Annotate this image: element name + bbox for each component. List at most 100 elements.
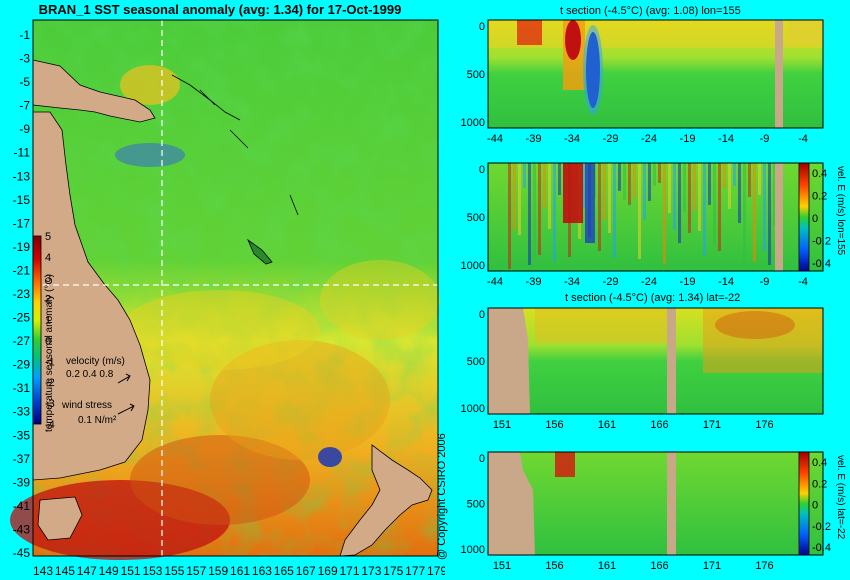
panel1-xtick: -14 [718, 133, 734, 145]
land-png [32, 59, 156, 123]
lon-tick-label: 169 [318, 564, 338, 578]
lat-tick-label: -9 [19, 122, 30, 136]
lon-tick-label: 159 [208, 564, 228, 578]
panel4-xtick: 166 [650, 560, 668, 572]
lon-tick-label: 161 [230, 564, 250, 578]
wind-legend-title: wind stress [62, 400, 113, 411]
lat-tick-label: -39 [13, 475, 31, 489]
land-australia [32, 111, 151, 481]
panel1-ytick: 1000 [461, 117, 485, 129]
map-colorbar-title: temperature seasonal anomaly (°C) [44, 274, 55, 432]
lat-tick-label: -33 [13, 405, 31, 419]
panel3-temp-section-lat-22 [487, 307, 824, 415]
panel1-xtick: -39 [526, 133, 542, 145]
wind-legend-value: 0.1 N/m² [78, 415, 117, 426]
map-colorbar-tick: 2 [45, 294, 51, 306]
panel2-xtick: -19 [680, 276, 696, 288]
map-colorbar-tick: 0 [45, 335, 51, 347]
map-colorbar-tick: 1 [45, 315, 51, 327]
velocity-legend-values: 0.2 0.4 0.8 [66, 369, 114, 380]
lon-tick-label: 165 [274, 564, 294, 578]
panel3-ytick: 500 [467, 356, 485, 368]
panel3-xtick: 151 [493, 419, 511, 431]
panel4-xtick: 151 [493, 560, 511, 572]
lat-tick-label: -41 [13, 499, 31, 513]
land-new-caledonia [247, 238, 273, 265]
land-tasmania [37, 496, 83, 541]
panel4-colorbar-tick: -0.2 [812, 521, 831, 533]
lon-tick-label: 163 [252, 564, 272, 578]
lat-tick-label: -37 [13, 452, 31, 466]
map-colorbar-tick: -1 [45, 356, 55, 368]
panel2-colorbar-tick: 0.2 [812, 191, 827, 203]
panel2-colorbar-label: vel. E (m/s) lon=155 [835, 166, 846, 256]
lon-tick-label: 173 [361, 564, 381, 578]
panel3-xtick: 171 [703, 419, 721, 431]
velocity-arrow-icon [117, 373, 131, 384]
panel1-xtick: -19 [680, 133, 696, 145]
lon-tick-label: 157 [186, 564, 206, 578]
lat-tick-label: -31 [13, 381, 31, 395]
lat-tick-label: -17 [13, 216, 31, 230]
map-colorbar-tick: -3 [45, 398, 55, 410]
panel2-vel-section-lon155 [487, 162, 824, 272]
lon-tick-label: 167 [296, 564, 316, 578]
panel4-colorbar-tick: -0.4 [812, 542, 831, 554]
panel3-xtick: 156 [545, 419, 563, 431]
panel4-xtick: 161 [598, 560, 616, 572]
lat-tick-label: -21 [13, 263, 31, 277]
panel2-colorbar [798, 162, 810, 272]
panel4-xtick: 171 [703, 560, 721, 572]
panel2-colorbar-tick: -0.4 [812, 258, 831, 270]
panel3-ytick: 0 [479, 309, 485, 321]
velocity-legend-title: velocity (m/s) [66, 356, 125, 367]
panel1-temp-section-lon155 [487, 19, 824, 129]
panel4-xtick: 176 [755, 560, 773, 572]
lon-tick-label: 147 [77, 564, 97, 578]
panel2-colorbar-tick: 0 [812, 213, 818, 225]
lon-tick-label: 143 [33, 564, 53, 578]
lat-tick-label: -1 [19, 28, 30, 42]
panel1-xtick: -4 [798, 133, 808, 145]
lat-tick-label: -35 [13, 428, 31, 442]
lon-tick-label: 175 [383, 564, 403, 578]
lat-tick-label: -19 [13, 240, 31, 254]
panel1-ytick: 500 [467, 69, 485, 81]
panel2-ytick: 500 [467, 212, 485, 224]
panel3-ytick: 1000 [461, 403, 485, 415]
panel2-xtick: -24 [641, 276, 657, 288]
lon-tick-label: 151 [121, 564, 141, 578]
panel4-ytick: 500 [467, 499, 485, 511]
panel2-xtick: -9 [760, 276, 770, 288]
panel4-colorbar-tick: 0 [812, 500, 818, 512]
lon-tick-label: 153 [142, 564, 162, 578]
panel4-colorbar [798, 451, 810, 556]
lon-tick-label: 171 [339, 564, 359, 578]
panel2-xtick: -14 [718, 276, 734, 288]
page-title: BRAN_1 SST seasonal anomaly (avg: 1.34) … [38, 2, 402, 17]
map-colorbar-tick: 3 [45, 273, 51, 285]
panel2-xtick: -29 [603, 276, 619, 288]
panel2-colorbar-tick: 0.4 [812, 168, 827, 180]
lat-tick-label: -11 [14, 146, 31, 160]
lat-tick-label: -27 [13, 334, 31, 348]
panel1-xtick: -34 [564, 133, 580, 145]
lat-tick-label: -25 [13, 311, 31, 325]
lat-tick-label: -23 [13, 287, 31, 301]
lat-tick-label: -15 [13, 193, 31, 207]
panel1-xtick: -29 [603, 133, 619, 145]
map-colorbar-tick: 4 [45, 252, 51, 264]
panel2-ytick: 1000 [461, 260, 485, 272]
panel1-xtick: -44 [487, 133, 503, 145]
panel1-xtick: -9 [760, 133, 770, 145]
panel4-colorbar-tick: 0.2 [812, 478, 827, 490]
lat-tick-label: -3 [19, 52, 30, 66]
panel4-colorbar-tick: 0.4 [812, 457, 827, 469]
lon-tick-label: 145 [55, 564, 75, 578]
panel2-xtick: -4 [798, 276, 808, 288]
panel3-title: t section (-4.5°C) (avg: 1.34) lat=-22 [565, 292, 741, 304]
lat-tick-label: -5 [19, 75, 30, 89]
panel3-xtick: 166 [650, 419, 668, 431]
lat-tick-label: -29 [13, 358, 31, 372]
